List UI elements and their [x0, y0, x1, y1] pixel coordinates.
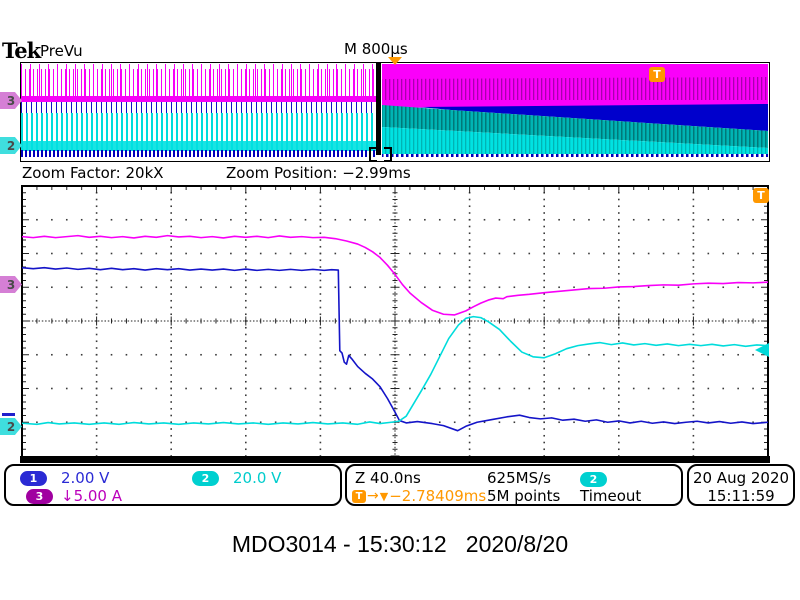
acquisition-status: PreVu: [40, 42, 83, 60]
ch3-badge: 3: [26, 488, 53, 504]
channel-scale-readout-box: 1 2.00 V 2 20.0 V 3 ↓5.00 A: [4, 464, 342, 506]
tek-logo: Tek: [2, 38, 41, 63]
trigger-position-value: −2.78409ms: [389, 487, 487, 505]
timebase-readout: M 800µs: [344, 40, 408, 58]
overview-waveform-stripes: [21, 64, 377, 158]
overview-channel-2-marker: 2: [0, 137, 22, 154]
trigger-level-arrow-icon: [755, 343, 769, 357]
main-channel-2-marker: 2: [0, 418, 22, 435]
zoom-position-label: Zoom Position: −2.99ms: [226, 164, 411, 182]
ch2-bright-area: [382, 127, 768, 154]
sample-rate-readout: 625MS/s: [487, 469, 551, 487]
overview-channel-3-marker: 3: [0, 92, 22, 109]
arrow-right-icon: →: [367, 488, 379, 504]
ch1-scale-value: 2.00 V: [61, 469, 110, 487]
main-graticule-window: T: [20, 184, 770, 463]
CH2 voltage (20.0 V/div): [21, 315, 769, 426]
baseline-speckle: [382, 154, 768, 157]
ch2-badge: 2: [192, 470, 219, 486]
trigger-position-icon: [388, 57, 402, 65]
datetime-readout-box: 20 Aug 2020 15:11:59: [687, 464, 795, 506]
CH1 voltage (2.00 V/div): [21, 266, 769, 432]
channel-1-position-dash: [2, 413, 15, 416]
timebase-trigger-readout-box: Z 40.0ns 625MS/s 2 T → ▼ −2.78409ms 5M p…: [345, 464, 683, 506]
overview-waveform-bands: [382, 64, 768, 157]
zoom-factor-label: Zoom Factor: 20kX: [22, 164, 164, 182]
trigger-marker-t-icon: T: [753, 188, 769, 203]
ch2-scale-value: 20.0 V: [233, 469, 282, 487]
ch2-scale-readout: 2 20.0 V: [192, 469, 281, 487]
zoom-window-position-bar[interactable]: [376, 63, 381, 155]
ch1-badge: 1: [20, 470, 47, 486]
ch1-scale-readout: 1 2.00 V: [20, 469, 109, 487]
time-readout: 15:11:59: [707, 487, 775, 505]
ch3-scale-readout: 3 ↓5.00 A: [26, 487, 122, 505]
main-channel-3-marker: 3: [0, 276, 22, 293]
zoom-bracket-right-icon: [384, 147, 392, 162]
trigger-marker-t-icon: T: [649, 67, 665, 82]
trigger-t-icon: T: [352, 489, 366, 503]
record-overview-window: T: [20, 62, 770, 162]
ch3-texture: [382, 77, 768, 100]
trigger-source-badge: 2: [580, 472, 607, 487]
trigger-level-icon: ▼: [379, 489, 389, 503]
zoom-scale-readout: Z 40.0ns: [355, 469, 421, 487]
ch3-scale-value: ↓5.00 A: [61, 487, 122, 505]
CH3 current (5.00 A/div, inverted): [21, 234, 769, 316]
ch1-area: [419, 104, 768, 131]
trigger-source-badge-wrap: 2: [580, 469, 607, 487]
ch2-dark-area: [382, 105, 768, 148]
date-readout: 20 Aug 2020: [692, 469, 790, 487]
screenshot-caption: MDO3014 - 15:30:12 2020/8/20: [231, 531, 569, 557]
trigger-type-readout: Timeout: [580, 487, 642, 505]
zoom-bracket-left-icon: [369, 147, 377, 162]
trigger-position-readout: T → ▼ −2.78409ms: [352, 487, 486, 505]
record-length-readout: 5M points: [487, 487, 561, 505]
waveform-plot: [20, 185, 770, 463]
